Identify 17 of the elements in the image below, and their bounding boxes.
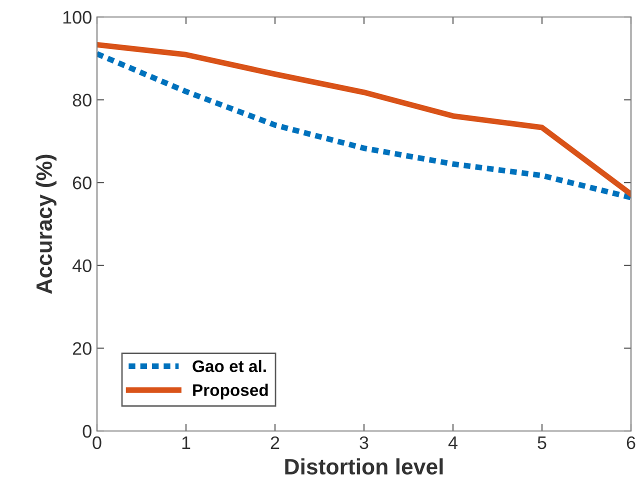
y-tick-label: 60 [72,176,92,190]
y-axis-title: Accuracy (%) [36,154,56,294]
x-axis-title: Distortion level [285,458,443,475]
y-tick-label: 0 [82,424,92,438]
x-tick-label: 3 [360,436,368,450]
legend-label: Proposed [193,384,268,400]
x-tick-label: 6 [626,436,636,450]
x-tick-label: 1 [182,436,190,449]
x-tick-label: 2 [270,436,280,449]
legend-label: Gao et al. [192,360,266,372]
y-tick-label: 80 [72,94,92,107]
x-tick-label: 5 [538,436,546,450]
x-tick-label: 0 [92,436,102,450]
y-tick-label: 40 [72,259,92,272]
y-tick-label: 100 [63,10,92,24]
x-tick-label: 4 [448,436,458,449]
y-tick-label: 20 [72,342,92,355]
